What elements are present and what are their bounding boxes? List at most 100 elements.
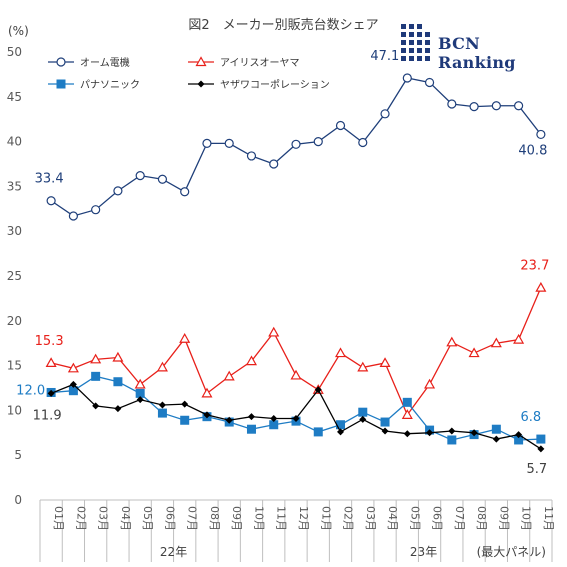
y-axis-unit: (%) bbox=[8, 24, 29, 38]
data-label: 6.8 bbox=[521, 410, 542, 425]
legend-marker bbox=[195, 56, 207, 67]
data-point bbox=[47, 389, 55, 397]
data-point bbox=[314, 386, 322, 394]
x-tick-label: 01月 bbox=[319, 506, 332, 531]
data-point bbox=[402, 397, 412, 407]
data-point bbox=[537, 445, 545, 453]
data-point bbox=[359, 415, 367, 423]
x-tick-label: 06月 bbox=[431, 506, 444, 531]
x-tick-label: 07月 bbox=[186, 506, 199, 531]
y-tick-label: 25 bbox=[7, 269, 22, 283]
legend-label: ヤザワコーポレーション bbox=[220, 79, 330, 91]
data-point bbox=[223, 370, 235, 381]
panel-note: (最大パネル) bbox=[477, 545, 546, 559]
y-tick-label: 40 bbox=[7, 135, 22, 149]
data-point bbox=[426, 429, 434, 437]
y-tick-label: 10 bbox=[7, 403, 22, 417]
data-label: 11.9 bbox=[33, 408, 62, 423]
data-point bbox=[381, 427, 389, 435]
data-point bbox=[490, 337, 502, 348]
data-point bbox=[447, 99, 457, 109]
data-point bbox=[180, 415, 190, 425]
data-point bbox=[268, 326, 280, 337]
data-point bbox=[469, 102, 479, 112]
data-point bbox=[357, 361, 369, 372]
data-point bbox=[247, 413, 255, 421]
data-point bbox=[270, 414, 278, 422]
data-point bbox=[90, 353, 102, 364]
data-point bbox=[535, 281, 547, 292]
bcn-logo-icon bbox=[401, 24, 430, 61]
x-tick-label: 01月 bbox=[52, 506, 65, 531]
y-tick-label: 0 bbox=[14, 493, 22, 507]
data-point bbox=[180, 187, 190, 197]
data-point bbox=[358, 137, 368, 148]
y-tick-label: 35 bbox=[7, 179, 22, 193]
series-line bbox=[50, 287, 542, 417]
bcn-logo-text: BCN Ranking bbox=[438, 34, 516, 72]
data-point bbox=[181, 400, 189, 408]
data-point bbox=[114, 405, 122, 413]
x-tick-label: 08月 bbox=[475, 506, 488, 531]
data-point bbox=[491, 424, 501, 434]
x-tick-label: 04月 bbox=[386, 506, 399, 531]
x-tick-label: 11月 bbox=[542, 506, 555, 531]
data-point bbox=[468, 347, 480, 358]
data-point bbox=[424, 77, 435, 88]
data-point bbox=[536, 129, 546, 140]
data-point bbox=[203, 411, 211, 419]
data-point bbox=[513, 333, 525, 344]
data-point bbox=[246, 151, 257, 161]
data-point bbox=[225, 416, 233, 424]
legend-label: アイリスオーヤマ bbox=[220, 57, 300, 69]
data-point bbox=[91, 371, 101, 381]
data-point bbox=[446, 336, 458, 347]
x-tick-label: 11月 bbox=[275, 506, 288, 531]
data-point bbox=[136, 396, 144, 404]
year-label: 22年 bbox=[160, 545, 187, 559]
data-point bbox=[515, 431, 523, 439]
data-point bbox=[403, 430, 411, 438]
data-point bbox=[358, 407, 368, 417]
data-point bbox=[470, 429, 478, 437]
data-point bbox=[224, 138, 234, 148]
data-point bbox=[202, 138, 212, 148]
legend-marker bbox=[197, 80, 205, 88]
x-tick-label: 06月 bbox=[163, 506, 176, 531]
data-point bbox=[135, 171, 145, 181]
x-tick-label: 10月 bbox=[520, 506, 533, 531]
data-label: 40.8 bbox=[518, 143, 547, 158]
y-tick-label: 5 bbox=[14, 448, 22, 462]
data-point bbox=[113, 186, 123, 196]
data-point bbox=[46, 196, 56, 206]
data-point bbox=[292, 414, 300, 422]
data-point bbox=[380, 109, 390, 119]
legend-marker bbox=[56, 79, 66, 89]
data-point bbox=[91, 205, 101, 215]
data-label: 23.7 bbox=[520, 259, 549, 274]
x-tick-label: 02月 bbox=[342, 506, 355, 531]
data-point bbox=[335, 120, 346, 131]
bcn-logo: BCN Ranking bbox=[398, 22, 563, 72]
x-tick-label: 03月 bbox=[364, 506, 377, 531]
data-label: 12.0 bbox=[16, 383, 45, 398]
data-point bbox=[491, 101, 501, 111]
data-point bbox=[112, 351, 124, 362]
data-point bbox=[179, 332, 191, 343]
data-label: 33.4 bbox=[35, 172, 64, 187]
data-point bbox=[402, 73, 412, 83]
data-point bbox=[156, 361, 168, 372]
x-tick-label: 05月 bbox=[141, 506, 154, 531]
data-point bbox=[379, 357, 391, 368]
legend-marker bbox=[56, 57, 66, 67]
data-point bbox=[67, 362, 79, 373]
series-line bbox=[51, 375, 541, 441]
data-point bbox=[536, 434, 546, 444]
data-point bbox=[492, 435, 500, 443]
data-point bbox=[157, 174, 168, 184]
legend-label: パナソニック bbox=[80, 79, 140, 91]
x-tick-label: 05月 bbox=[408, 506, 421, 531]
y-tick-label: 15 bbox=[7, 359, 22, 373]
data-point bbox=[68, 211, 78, 221]
